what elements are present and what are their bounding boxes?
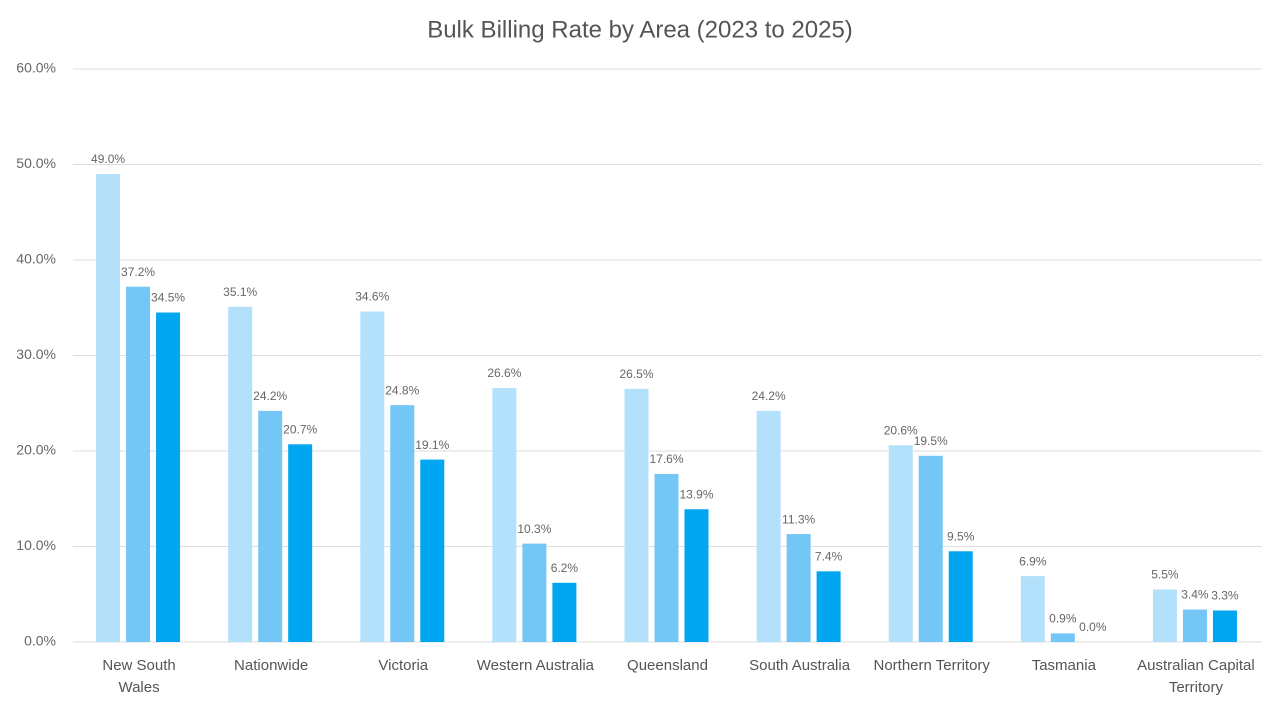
bar bbox=[624, 388, 649, 642]
bar bbox=[948, 551, 973, 642]
bar bbox=[1152, 589, 1177, 642]
data-label: 7.4% bbox=[815, 550, 843, 564]
bar bbox=[816, 571, 841, 642]
bar bbox=[654, 473, 679, 642]
bar bbox=[684, 509, 709, 642]
y-tick-label: 20.0% bbox=[16, 442, 56, 458]
y-tick-label: 40.0% bbox=[16, 251, 56, 267]
data-label: 20.7% bbox=[283, 422, 317, 436]
data-label: 24.8% bbox=[385, 383, 419, 397]
data-label: 34.5% bbox=[151, 291, 185, 305]
bar bbox=[1212, 610, 1237, 642]
y-tick-label: 50.0% bbox=[16, 155, 56, 171]
y-tick-label: 0.0% bbox=[24, 633, 56, 649]
data-label: 0.0% bbox=[1079, 620, 1107, 634]
bar bbox=[258, 410, 283, 642]
bar bbox=[492, 387, 517, 642]
data-label: 20.6% bbox=[884, 423, 918, 437]
bar bbox=[756, 410, 781, 642]
data-label: 5.5% bbox=[1151, 568, 1179, 582]
y-tick-label: 60.0% bbox=[16, 60, 56, 76]
chart-title: Bulk Billing Rate by Area (2023 to 2025) bbox=[427, 16, 853, 43]
data-label: 26.5% bbox=[619, 367, 653, 381]
bar bbox=[156, 312, 181, 642]
data-label: 13.9% bbox=[679, 487, 713, 501]
bar bbox=[552, 582, 577, 642]
data-label: 35.1% bbox=[223, 285, 257, 299]
bar bbox=[786, 534, 811, 642]
bar bbox=[126, 286, 151, 642]
data-label: 11.3% bbox=[782, 512, 815, 526]
data-label: 3.3% bbox=[1211, 589, 1239, 603]
x-tick-label: New South Wales bbox=[102, 657, 176, 696]
x-tick-label: Australian Capital Territory bbox=[1137, 657, 1255, 696]
data-label: 0.9% bbox=[1049, 612, 1077, 626]
bar bbox=[888, 445, 913, 642]
data-label: 34.6% bbox=[355, 290, 389, 304]
data-label: 9.5% bbox=[947, 529, 975, 543]
bar bbox=[522, 543, 547, 642]
bar bbox=[390, 405, 415, 642]
x-tick-label: Northern Territory bbox=[873, 657, 990, 674]
bar bbox=[1050, 633, 1075, 642]
bar bbox=[360, 311, 385, 642]
data-label: 24.2% bbox=[253, 389, 287, 403]
x-tick-label: Nationwide bbox=[234, 657, 309, 674]
data-label: 24.2% bbox=[752, 389, 786, 403]
x-tick-label: Tasmania bbox=[1031, 657, 1096, 674]
data-label: 17.6% bbox=[649, 452, 683, 466]
data-label: 19.5% bbox=[914, 434, 948, 448]
bar bbox=[420, 459, 445, 642]
data-label: 3.4% bbox=[1181, 588, 1209, 602]
data-label: 37.2% bbox=[121, 265, 155, 279]
x-tick-label: Western Australia bbox=[476, 657, 595, 674]
data-label: 19.1% bbox=[415, 438, 449, 452]
data-label: 10.3% bbox=[517, 522, 551, 536]
y-tick-label: 30.0% bbox=[16, 346, 56, 362]
bar bbox=[96, 174, 121, 643]
x-tick-label: South Australia bbox=[749, 657, 851, 674]
x-tick-label: Queensland bbox=[627, 657, 708, 674]
bar bbox=[228, 306, 253, 642]
data-label: 26.6% bbox=[487, 366, 521, 380]
bar bbox=[1182, 609, 1207, 642]
bar bbox=[1020, 576, 1045, 642]
data-label: 6.2% bbox=[551, 561, 579, 575]
bar bbox=[288, 444, 313, 642]
y-tick-label: 10.0% bbox=[16, 537, 56, 553]
data-label: 6.9% bbox=[1019, 554, 1047, 568]
data-label: 49.0% bbox=[91, 152, 125, 166]
bar bbox=[918, 455, 943, 642]
x-tick-label: Victoria bbox=[378, 657, 429, 674]
